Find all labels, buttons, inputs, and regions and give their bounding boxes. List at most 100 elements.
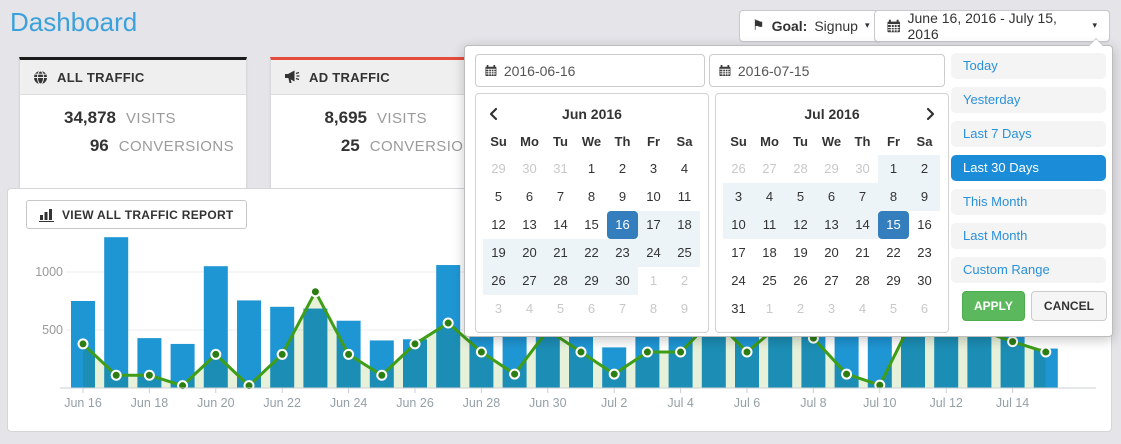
calendar-day[interactable]: 8 — [649, 301, 658, 316]
calendar-day[interactable]: 2 — [680, 273, 689, 288]
calendar-day[interactable]: 22 — [886, 245, 901, 260]
calendar-day[interactable]: 20 — [514, 239, 545, 267]
calendar-day[interactable]: 25 — [762, 273, 777, 288]
calendar-day[interactable]: 6 — [920, 301, 929, 316]
calendar-day[interactable]: 28 — [855, 273, 870, 288]
calendar-day[interactable]: 29 — [491, 161, 506, 176]
calendar-day[interactable]: 28 — [545, 267, 576, 295]
calendar-day[interactable]: 17 — [731, 245, 746, 260]
calendar-day[interactable]: 6 — [525, 189, 534, 204]
calendar-day[interactable]: 4 — [525, 301, 534, 316]
calendar-day[interactable]: 2 — [909, 155, 940, 183]
calendar-day[interactable]: 7 — [618, 301, 627, 316]
calendar-day[interactable]: 10 — [646, 189, 661, 204]
calendar-day[interactable]: 7 — [847, 183, 878, 211]
calendar-day[interactable]: 5 — [494, 189, 503, 204]
range-preset-yesterday[interactable]: Yesterday — [951, 87, 1106, 113]
calendar-day[interactable]: 11 — [677, 189, 692, 204]
calendar-day[interactable]: 1 — [765, 301, 774, 316]
calendar-day[interactable]: 27 — [824, 273, 839, 288]
calendar-day[interactable]: 24 — [638, 239, 669, 267]
range-preset-last-month[interactable]: Last Month — [951, 223, 1106, 249]
calendar-day[interactable]: 2 — [796, 301, 805, 316]
calendar-day[interactable]: 10 — [723, 211, 754, 239]
calendar-day[interactable]: 29 — [886, 273, 901, 288]
calendar-day[interactable]: 1 — [587, 161, 596, 176]
calendar-day[interactable]: 24 — [731, 273, 746, 288]
calendar-day[interactable]: 16 — [607, 211, 638, 239]
range-preset-last-30-days[interactable]: Last 30 Days — [951, 155, 1106, 181]
calendar-day[interactable]: 1 — [878, 155, 909, 183]
calendar-day[interactable]: 18 — [762, 245, 777, 260]
calendar-day[interactable]: 9 — [680, 301, 689, 316]
calendar-day[interactable]: 31 — [553, 161, 568, 176]
calendar-day[interactable]: 26 — [483, 267, 514, 295]
calendar-day[interactable]: 21 — [855, 245, 870, 260]
calendar-day[interactable]: 3 — [494, 301, 503, 316]
calendar-day[interactable]: 8 — [587, 189, 596, 204]
calendar-day[interactable]: 12 — [785, 211, 816, 239]
calendar-day[interactable]: 21 — [545, 239, 576, 267]
range-preset-today[interactable]: Today — [951, 53, 1106, 79]
calendar-day[interactable]: 14 — [847, 211, 878, 239]
calendar-day[interactable]: 25 — [669, 239, 700, 267]
calendar-day[interactable]: 9 — [909, 183, 940, 211]
calendar-day[interactable]: 4 — [754, 183, 785, 211]
calendar-day[interactable]: 4 — [680, 161, 689, 176]
calendar-day[interactable]: 29 — [824, 161, 839, 176]
apply-button[interactable]: APPLY — [962, 291, 1025, 321]
calendar-day[interactable]: 1 — [649, 273, 658, 288]
calendar-day[interactable]: 27 — [514, 267, 545, 295]
calendar-day[interactable]: 6 — [587, 301, 596, 316]
calendar-day[interactable]: 9 — [618, 189, 627, 204]
calendar-day[interactable]: 29 — [576, 267, 607, 295]
calendar-day[interactable]: 16 — [917, 217, 932, 232]
calendar-day[interactable]: 26 — [793, 273, 808, 288]
calendar-day[interactable]: 30 — [522, 161, 537, 176]
calendar-day[interactable]: 18 — [669, 211, 700, 239]
next-month-icon[interactable] — [923, 107, 937, 121]
calendar-day[interactable]: 6 — [816, 183, 847, 211]
calendar-day[interactable]: 8 — [878, 183, 909, 211]
calendar-day[interactable]: 20 — [824, 245, 839, 260]
calendar-day[interactable]: 4 — [858, 301, 867, 316]
calendar-day[interactable]: 30 — [607, 267, 638, 295]
calendar-day[interactable]: 23 — [917, 245, 932, 260]
view-all-traffic-report-button[interactable]: VIEW ALL TRAFFIC REPORT — [26, 200, 247, 229]
calendar-day[interactable]: 23 — [607, 239, 638, 267]
calendar-day[interactable]: 15 — [878, 211, 909, 239]
calendar-day[interactable]: 19 — [483, 239, 514, 267]
range-preset-last-7-days[interactable]: Last 7 Days — [951, 121, 1106, 147]
calendar-day[interactable]: 31 — [731, 301, 746, 316]
calendar-day[interactable]: 17 — [638, 211, 669, 239]
calendar-day[interactable]: 13 — [522, 217, 537, 232]
calendar-day[interactable]: 5 — [785, 183, 816, 211]
range-preset-this-month[interactable]: This Month — [951, 189, 1106, 215]
calendar-day[interactable]: 22 — [576, 239, 607, 267]
range-preset-custom-range[interactable]: Custom Range — [951, 257, 1106, 283]
calendar-day[interactable]: 26 — [731, 161, 746, 176]
calendar-day[interactable]: 27 — [762, 161, 777, 176]
cancel-button[interactable]: CANCEL — [1030, 291, 1107, 321]
calendar-day[interactable]: 3 — [649, 161, 658, 176]
end-date-field[interactable] — [709, 54, 945, 87]
calendar-day[interactable]: 5 — [889, 301, 898, 316]
end-date-input[interactable] — [737, 62, 935, 79]
start-date-field[interactable] — [475, 54, 705, 87]
start-date-input[interactable] — [503, 62, 695, 79]
calendar-day[interactable]: 3 — [723, 183, 754, 211]
calendar-day[interactable]: 14 — [553, 217, 568, 232]
calendar-day[interactable]: 30 — [917, 273, 932, 288]
calendar-day[interactable]: 30 — [855, 161, 870, 176]
calendar-day[interactable]: 12 — [491, 217, 506, 232]
calendar-day[interactable]: 3 — [827, 301, 836, 316]
prev-month-icon[interactable] — [487, 107, 501, 121]
calendar-day[interactable]: 15 — [584, 217, 599, 232]
calendar-day[interactable]: 19 — [793, 245, 808, 260]
calendar-day[interactable]: 7 — [556, 189, 565, 204]
daterange-dropdown-button[interactable]: June 16, 2016 - July 15, 2016 ▾ — [874, 10, 1110, 42]
calendar-day[interactable]: 28 — [793, 161, 808, 176]
calendar-day[interactable]: 5 — [556, 301, 565, 316]
calendar-day[interactable]: 2 — [618, 161, 627, 176]
calendar-day[interactable]: 13 — [816, 211, 847, 239]
